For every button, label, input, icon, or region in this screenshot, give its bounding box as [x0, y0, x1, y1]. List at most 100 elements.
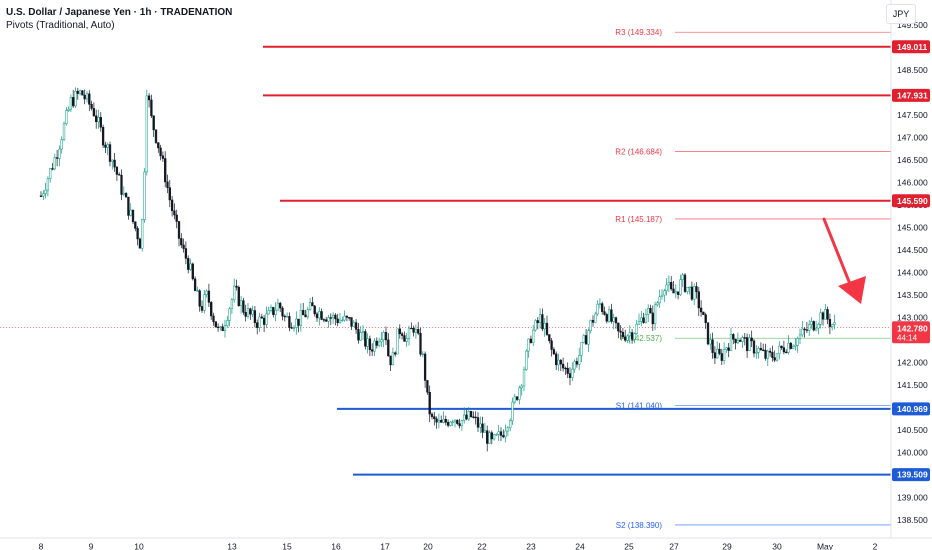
candle-body — [290, 327, 293, 329]
candle-body — [819, 312, 822, 325]
candle-body — [221, 326, 224, 332]
candle-body — [244, 312, 247, 317]
candle-body — [460, 420, 464, 427]
candle-body — [729, 334, 733, 351]
candle-body — [389, 355, 392, 366]
candle-body — [453, 419, 457, 423]
candle-body — [497, 431, 500, 435]
time-tick-label: 22 — [477, 541, 487, 550]
level-price-badge — [892, 88, 930, 102]
candle-body — [331, 314, 335, 319]
candle-body — [828, 319, 832, 327]
candle-body — [60, 139, 63, 150]
candle-body — [138, 238, 142, 249]
level-price-text: 139.509 — [897, 470, 928, 480]
candle-body — [235, 285, 238, 288]
candle-body — [607, 309, 611, 322]
candle-body — [49, 168, 52, 179]
currency-button[interactable]: JPY — [886, 4, 916, 24]
candle-body — [794, 344, 797, 347]
candle-body — [325, 319, 328, 322]
candle-body — [88, 93, 91, 105]
candle-body — [396, 328, 399, 355]
candle-body — [251, 310, 254, 315]
candle-body — [610, 309, 613, 322]
candle-body — [249, 308, 252, 315]
candle-body — [821, 312, 825, 320]
candle-body — [308, 302, 312, 310]
candle-body — [83, 94, 86, 100]
candle-body — [568, 373, 572, 378]
candle-body — [771, 352, 774, 358]
candle-body — [419, 333, 422, 355]
candle-body — [375, 340, 378, 346]
candle-body — [591, 320, 595, 323]
time-tick-label: 27 — [669, 541, 679, 550]
candle-body — [260, 316, 263, 319]
candle-body — [440, 420, 443, 423]
candle-body — [706, 322, 710, 345]
candle-body — [676, 291, 680, 295]
candle-body — [479, 423, 482, 428]
candle-body — [435, 418, 438, 423]
candle-body — [430, 413, 434, 417]
candle-body — [633, 333, 636, 340]
candle-body — [603, 311, 606, 315]
candle-body — [716, 348, 719, 359]
candle-body — [210, 302, 213, 317]
time-tick-label: 9 — [89, 541, 94, 550]
candle-body — [449, 421, 452, 426]
candle-body — [506, 427, 510, 432]
time-tick-label: 2 — [873, 541, 878, 550]
candle-body — [345, 315, 349, 318]
candle-body — [42, 193, 45, 197]
level-price-badge — [892, 402, 930, 416]
candle-body — [469, 411, 473, 418]
candle-body — [348, 317, 351, 319]
candle-body — [624, 336, 627, 341]
price-tick-label: 145.000 — [897, 222, 928, 232]
candle-body — [198, 290, 201, 307]
candle-body — [472, 416, 475, 418]
candle-body — [614, 317, 618, 324]
candle-body — [212, 315, 215, 322]
candle-body — [69, 97, 73, 110]
candle-body — [515, 396, 519, 400]
candle-body — [748, 337, 751, 351]
candle-body — [635, 323, 638, 334]
symbol-title[interactable]: U.S. Dollar / Japanese Yen · 1h · TRADEN… — [6, 7, 233, 18]
candle-body — [182, 244, 185, 249]
candle-body — [571, 368, 574, 378]
candle-body — [78, 90, 82, 94]
candle-body — [127, 196, 130, 216]
candle-body — [341, 319, 344, 322]
candle-body — [173, 210, 176, 216]
candle-body — [791, 345, 795, 349]
candle-body — [782, 347, 786, 353]
candle-body — [690, 286, 694, 300]
candle-body — [552, 349, 556, 355]
candle-body — [653, 304, 657, 325]
candle-body — [766, 350, 769, 359]
candle-body — [207, 290, 211, 303]
candle-body — [428, 392, 431, 415]
candle-body — [824, 309, 827, 320]
candle-body — [258, 316, 261, 328]
candle-body — [456, 419, 459, 424]
candle-body — [626, 335, 629, 341]
candle-body — [801, 328, 804, 336]
candle-body — [511, 401, 514, 421]
candle-body — [384, 332, 388, 341]
candle-body — [580, 342, 583, 356]
candle-body — [304, 314, 307, 318]
candle-body — [122, 193, 125, 195]
candle-body — [725, 347, 728, 350]
candle-body — [329, 317, 332, 319]
candle-body — [334, 314, 337, 320]
indicator-name[interactable]: Pivots (Traditional, Auto) — [6, 20, 115, 31]
candle-body — [373, 340, 376, 352]
candle-body — [644, 314, 648, 323]
candle-body — [279, 302, 282, 309]
